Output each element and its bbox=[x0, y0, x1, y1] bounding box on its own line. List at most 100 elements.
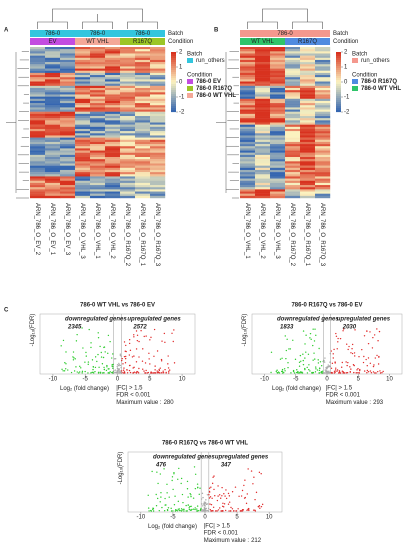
point bbox=[216, 499, 219, 502]
scale-step bbox=[171, 88, 176, 91]
point bbox=[333, 348, 335, 351]
heatmap-cell bbox=[30, 150, 46, 153]
heatmap-cell bbox=[135, 64, 151, 67]
heatmap-cell bbox=[315, 187, 331, 190]
point bbox=[335, 367, 337, 369]
y-label-sub: 10 bbox=[31, 329, 36, 334]
heatmap-cell bbox=[315, 118, 331, 121]
heatmap-cell bbox=[300, 55, 316, 58]
heatmap-cell bbox=[255, 105, 271, 108]
heatmap-cell bbox=[45, 92, 61, 95]
heatmap-cell bbox=[120, 185, 136, 188]
heatmap-cell bbox=[75, 96, 91, 99]
point bbox=[377, 370, 379, 373]
point bbox=[288, 348, 290, 350]
point bbox=[356, 369, 358, 371]
heatmap-cell bbox=[45, 159, 61, 162]
heatmap-cell bbox=[300, 92, 316, 95]
heatmap-cell bbox=[315, 53, 331, 56]
scale-tick-label: -2 bbox=[179, 110, 185, 116]
heatmap-cell bbox=[135, 111, 151, 115]
heatmap-cell bbox=[75, 133, 91, 136]
point bbox=[90, 342, 92, 344]
heatmap-cell bbox=[75, 68, 91, 71]
heatmap-cell bbox=[315, 120, 331, 123]
heatmap-cell bbox=[60, 70, 76, 74]
heatmap-cell bbox=[150, 72, 166, 76]
heatmap-cell bbox=[270, 191, 286, 194]
scale-step bbox=[171, 54, 176, 57]
heatmap-cell bbox=[150, 167, 166, 171]
heatmap-cell bbox=[240, 124, 256, 128]
heatmap-cell bbox=[105, 118, 121, 121]
point bbox=[215, 510, 217, 512]
point bbox=[168, 496, 170, 498]
point bbox=[85, 351, 87, 354]
point bbox=[155, 372, 157, 374]
point bbox=[173, 362, 176, 364]
heatmap-cell bbox=[270, 193, 286, 197]
point bbox=[137, 371, 139, 373]
heatmap-cell bbox=[240, 85, 256, 89]
heatmap-cell bbox=[270, 100, 286, 104]
heatmap-cell bbox=[150, 96, 166, 99]
heatmap-cell bbox=[270, 53, 286, 56]
heatmap-cell bbox=[120, 81, 136, 84]
condition-bar bbox=[30, 38, 75, 45]
scale-tick-label: -2 bbox=[344, 110, 350, 116]
point bbox=[152, 507, 155, 510]
point bbox=[230, 506, 232, 509]
heatmap-cell bbox=[60, 133, 76, 136]
heatmap-cell bbox=[150, 68, 166, 71]
heatmap-cell bbox=[30, 49, 46, 52]
point bbox=[221, 510, 223, 512]
heatmap-cell bbox=[135, 141, 151, 145]
heatmap-cell bbox=[150, 185, 166, 188]
heatmap-cell bbox=[90, 135, 106, 138]
heatmap-cell bbox=[45, 141, 61, 145]
heatmap-cell bbox=[255, 167, 271, 171]
scale-step bbox=[171, 100, 176, 103]
heatmap-cell bbox=[315, 107, 331, 110]
point bbox=[170, 510, 173, 512]
scale-step bbox=[336, 78, 341, 81]
scale-step bbox=[171, 66, 176, 69]
heatmap-cell bbox=[75, 193, 91, 197]
condition-label: R167Q bbox=[298, 39, 317, 45]
heatmap-cell bbox=[105, 157, 121, 160]
heatmap-cell bbox=[255, 90, 271, 93]
heatmap-cell bbox=[255, 139, 271, 143]
heatmap-cell bbox=[90, 141, 106, 145]
heatmap-cell bbox=[270, 96, 286, 99]
heatmap-cell bbox=[135, 189, 151, 192]
heatmap-cell bbox=[90, 122, 106, 125]
heatmap-cell bbox=[150, 180, 166, 184]
point bbox=[208, 490, 211, 493]
point bbox=[123, 372, 125, 374]
point bbox=[177, 500, 180, 503]
point bbox=[334, 369, 337, 371]
scale-step bbox=[171, 64, 176, 67]
heatmap-cell bbox=[270, 109, 286, 112]
heatmap-cell bbox=[315, 85, 331, 89]
point bbox=[363, 355, 365, 358]
heatmap-cell bbox=[90, 90, 106, 93]
heatmap-cell bbox=[60, 172, 76, 175]
point bbox=[201, 510, 204, 512]
heatmap-cell bbox=[120, 72, 136, 76]
heatmap-cell bbox=[240, 178, 256, 181]
heatmap-cell bbox=[300, 109, 316, 112]
heatmap-cell bbox=[150, 105, 166, 108]
heatmap-cell bbox=[30, 157, 46, 160]
point bbox=[339, 372, 342, 374]
y-axis-label: -Log10(FDR) bbox=[242, 314, 248, 347]
point bbox=[210, 510, 213, 512]
point bbox=[92, 365, 95, 368]
heatmap-cell bbox=[90, 85, 106, 89]
heatmap-cell bbox=[315, 59, 331, 63]
heatmap-cell bbox=[255, 62, 271, 65]
heatmap-cell bbox=[300, 100, 316, 104]
heatmap-cell bbox=[90, 66, 106, 69]
heatmap-cell bbox=[240, 120, 256, 123]
heatmap-cell bbox=[150, 187, 166, 190]
